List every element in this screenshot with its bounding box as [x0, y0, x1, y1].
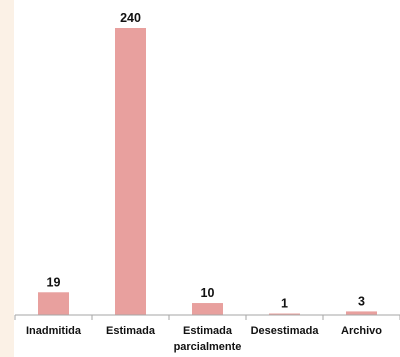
bars-group	[38, 28, 377, 315]
x-tick-label: Archivo	[341, 325, 382, 337]
x-tick-label: Estimada	[106, 325, 156, 337]
data-label: 3	[358, 294, 365, 308]
x-tick-label: Inadmitida	[26, 325, 82, 337]
bar-desestimada	[269, 313, 300, 315]
x-axis-tick-labels: Inadmitida Estimada Estimada parcialmente De…	[26, 325, 382, 353]
bar-estimada	[115, 28, 146, 315]
data-label: 19	[47, 275, 61, 289]
x-axis-ticks	[14, 315, 400, 320]
data-label: 240	[120, 11, 141, 25]
bar-estimada-parcialmente	[192, 303, 223, 315]
data-label: 10	[201, 286, 215, 300]
data-labels-group: 19 240 10 1 3	[47, 11, 365, 311]
bar-inadmitida	[38, 292, 69, 315]
x-tick-label: Estimada parcialmente	[174, 325, 242, 353]
chart-frame	[14, 0, 400, 357]
data-label: 1	[281, 297, 288, 311]
x-tick-label: Desestimada	[251, 325, 320, 337]
bar-archivo	[346, 311, 377, 315]
